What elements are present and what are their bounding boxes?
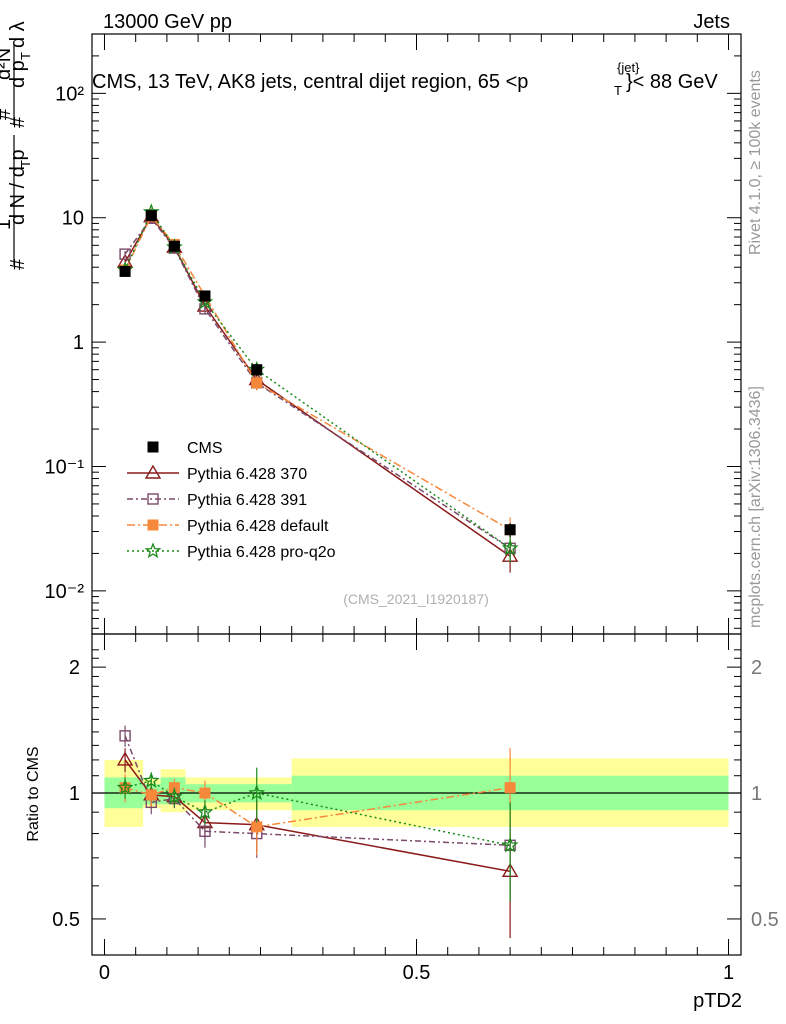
legend-item-pythia-6-428-pro-q2o: Pythia 6.428 pro-q2o (127, 542, 336, 561)
svg-text:d p: d p (7, 60, 29, 88)
main-point (168, 240, 180, 252)
ratio-ytick-label: 2 (69, 657, 80, 679)
legend-label: Pythia 6.428 370 (187, 466, 307, 483)
svg-text:d λ: d λ (7, 21, 29, 48)
legend-label: Pythia 6.428 pro-q2o (187, 544, 336, 561)
ratio-point (504, 782, 516, 794)
header-left: 13000 GeV pp (103, 11, 232, 33)
ratio-ytick-label-right: 0.5 (751, 909, 779, 931)
main-point (119, 265, 131, 277)
main-series-pythia-6-428-default (119, 210, 516, 546)
main-ytick-label: 10⁻² (45, 581, 85, 603)
main-point (504, 524, 516, 536)
ratio-point (119, 730, 131, 742)
ratio-ytick-label: 1 (69, 783, 80, 805)
svg-text:#: # (7, 258, 29, 270)
main-line (124, 214, 511, 531)
ratio-point (165, 787, 183, 804)
ratio-line (124, 759, 511, 873)
ratio-ytick-label: 0.5 (52, 909, 80, 931)
ratio-point (196, 803, 214, 820)
watermark: (CMS_2021_I1920187) (343, 591, 489, 607)
main-point (251, 364, 263, 376)
rivet-label: Rivet 4.1.0, ≥ 100k events (747, 70, 764, 255)
mcplots-label: mcplots.cern.ch [arXiv:1306.3436] (747, 386, 764, 628)
title-end: }< 88 GeV (626, 71, 718, 93)
main-series-pythia-6-428-391 (119, 212, 516, 563)
legend-label: Pythia 6.428 391 (187, 492, 307, 509)
ratio-point (251, 821, 263, 833)
title-main: CMS, 13 TeV, AK8 jets, central dijet reg… (92, 71, 528, 93)
main-ytick-label: 1 (73, 332, 84, 354)
ratio-xtick-label: 1 (723, 962, 734, 984)
title-sub: T (614, 83, 622, 98)
x-axis-label: pTD2 (693, 990, 742, 1012)
main-series-cms (119, 210, 516, 538)
legend-marker (147, 493, 159, 505)
ratio-point (248, 784, 266, 801)
ratio-point (116, 778, 134, 795)
main-point (145, 210, 157, 222)
main-series-pythia-6-428-pro-q2o (116, 203, 519, 563)
main-point (251, 377, 263, 389)
legend-marker (147, 519, 159, 531)
ratio-point (199, 787, 211, 799)
main-ylabel: # d N / d p T # d p T d λ 1 # d²N (0, 21, 33, 270)
ratio-point (501, 836, 519, 853)
ratio-xtick-label: 0.5 (403, 962, 431, 984)
main-ytick-label: 10⁻¹ (45, 456, 85, 478)
legend-label: Pythia 6.428 default (187, 518, 329, 535)
legend-marker (144, 542, 162, 559)
legend-item-pythia-6-428-391: Pythia 6.428 391 (127, 492, 307, 509)
svg-text:d N / d p: d N / d p (7, 149, 29, 225)
main-point (199, 290, 211, 302)
svg-text:#: # (0, 108, 15, 120)
ratio-point (199, 825, 211, 838)
svg-text:T: T (18, 52, 33, 60)
legend-marker (147, 441, 159, 453)
main-panel: 10⁻² 10⁻¹ 1 10 10² (45, 33, 742, 635)
ratio-point (116, 751, 134, 766)
plot-title: CMS, 13 TeV, AK8 jets, central dijet reg… (92, 60, 718, 98)
ratio-ylabel: Ratio to CMS (25, 746, 42, 841)
legend-item-pythia-6-428-default: Pythia 6.428 default (127, 518, 329, 535)
ratio-series-pythia-6-428-pro-q2o (116, 767, 519, 902)
main-ytick-label: 10² (55, 83, 84, 105)
svg-text:1: 1 (0, 219, 15, 230)
main-line (124, 217, 511, 549)
ratio-ytick-label-right: 2 (751, 657, 762, 679)
legend-label: CMS (187, 440, 223, 457)
ratio-point (145, 789, 157, 801)
ratio-panel: 0 0.5 1 0.5 0.5 1 1 2 2 (52, 633, 779, 984)
title-sup: {jet} (617, 60, 640, 75)
ratio-ytick-label-right: 1 (751, 783, 762, 805)
legend: CMS Pythia 6.428 370 Pythia 6.428 391 Pythi… (127, 440, 336, 561)
svg-text:d²N: d²N (0, 48, 15, 80)
ratio-point (142, 771, 160, 788)
ratio-xtick-label: 0 (99, 962, 110, 984)
svg-text:#: # (7, 116, 29, 128)
legend-item-pythia-6-428-370: Pythia 6.428 370 (127, 464, 307, 483)
svg-text:T: T (18, 160, 33, 168)
main-ytick-label: 10 (62, 208, 84, 230)
main-point (119, 248, 131, 260)
main-line (124, 215, 511, 557)
main-point (501, 539, 519, 556)
legend-item-cms: CMS (147, 440, 223, 457)
main-line (124, 210, 511, 549)
header-right: Jets (693, 11, 730, 33)
legend-marker (144, 464, 162, 479)
